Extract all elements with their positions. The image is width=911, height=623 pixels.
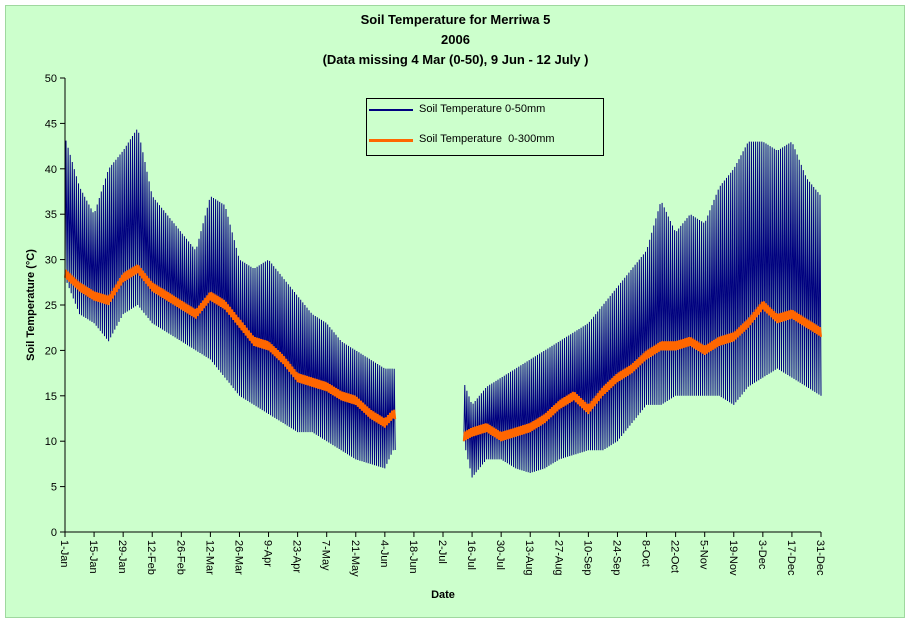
x-axis-title: Date: [431, 589, 455, 601]
y-tick-label: 40: [45, 164, 57, 176]
axes-layer: 0 5 10 15 20 25 30 35 40 45 50 1-Jan 15-Jan 29-Jan 12-…: [45, 73, 826, 577]
legend-entry-0-50mm: Soil Temperature 0-50mm: [367, 102, 603, 118]
x-tick-label: 27-Aug: [552, 540, 564, 575]
x-tick-label: 10-Sep: [581, 540, 593, 575]
chart-subtitle: 2006: [441, 32, 470, 47]
x-tick-label: 26-Mar: [232, 540, 244, 575]
x-tick-label: 24-Sep: [610, 540, 622, 575]
x-tick-label: 29-Jan: [116, 540, 128, 574]
x-tick-label: 31-Dec: [814, 540, 826, 576]
y-tick-label: 0: [51, 527, 57, 539]
y-tick-label: 25: [45, 300, 57, 312]
legend-swatch-0-50mm: [369, 109, 413, 111]
x-tick-label: 22-Oct: [669, 540, 681, 573]
x-tick-label: 3-Dec: [756, 540, 768, 570]
legend-label-0-50mm: Soil Temperature 0-50mm: [419, 103, 546, 115]
y-axis-title: Soil Temperature (°C): [25, 249, 37, 361]
x-tick-label: 7-May: [320, 540, 332, 571]
x-tick-label: 17-Dec: [785, 540, 797, 576]
x-tick-label: 13-Aug: [523, 540, 535, 575]
series-line-0-300mm: [64, 264, 822, 442]
legend-entry-0-300mm: Soil Temperature 0-300mm: [367, 132, 603, 148]
chart-title: Soil Temperature for Merriwa 5: [360, 12, 551, 27]
x-tick-label: 12-Feb: [145, 540, 157, 575]
legend: Soil Temperature 0-50mm Soil Temperature…: [366, 98, 604, 156]
x-tick-label: 30-Jul: [494, 540, 506, 570]
legend-label-0-300mm: Soil Temperature 0-300mm: [419, 133, 555, 145]
y-tick-label: 50: [45, 73, 57, 85]
x-tick-label: 18-Jun: [407, 540, 419, 574]
y-tick-label: 20: [45, 345, 57, 357]
x-tick-label: 26-Feb: [174, 540, 186, 575]
x-tick-label: 21-May: [349, 540, 361, 577]
series-layer: [64, 129, 822, 478]
x-tick-label: 15-Jan: [87, 540, 99, 574]
y-tick-label: 30: [45, 255, 57, 267]
y-tick-label: 35: [45, 209, 57, 221]
x-tick-label: 23-Apr: [291, 540, 303, 573]
x-tick-label: 12-Mar: [203, 540, 215, 575]
series-line-0-50mm: [64, 129, 822, 478]
y-tick-label: 5: [51, 482, 57, 494]
y-tick-label: 15: [45, 391, 57, 403]
x-tick-label: 9-Apr: [262, 540, 274, 567]
x-tick-label: 8-Oct: [640, 540, 652, 567]
y-tick-label: 10: [45, 436, 57, 448]
x-tick-label: 4-Jun: [378, 540, 390, 568]
x-tick-label: 1-Jan: [58, 540, 70, 568]
legend-swatch-0-300mm: [369, 139, 413, 142]
x-tick-label: 19-Nov: [727, 540, 739, 576]
chart-note: (Data missing 4 Mar (0-50), 9 Jun - 12 J…: [322, 52, 589, 67]
x-tick-label: 16-Jul: [465, 540, 477, 570]
x-tick-label: 5-Nov: [698, 540, 710, 570]
y-tick-label: 45: [45, 118, 57, 130]
x-tick-label: 2-Jul: [436, 540, 448, 564]
